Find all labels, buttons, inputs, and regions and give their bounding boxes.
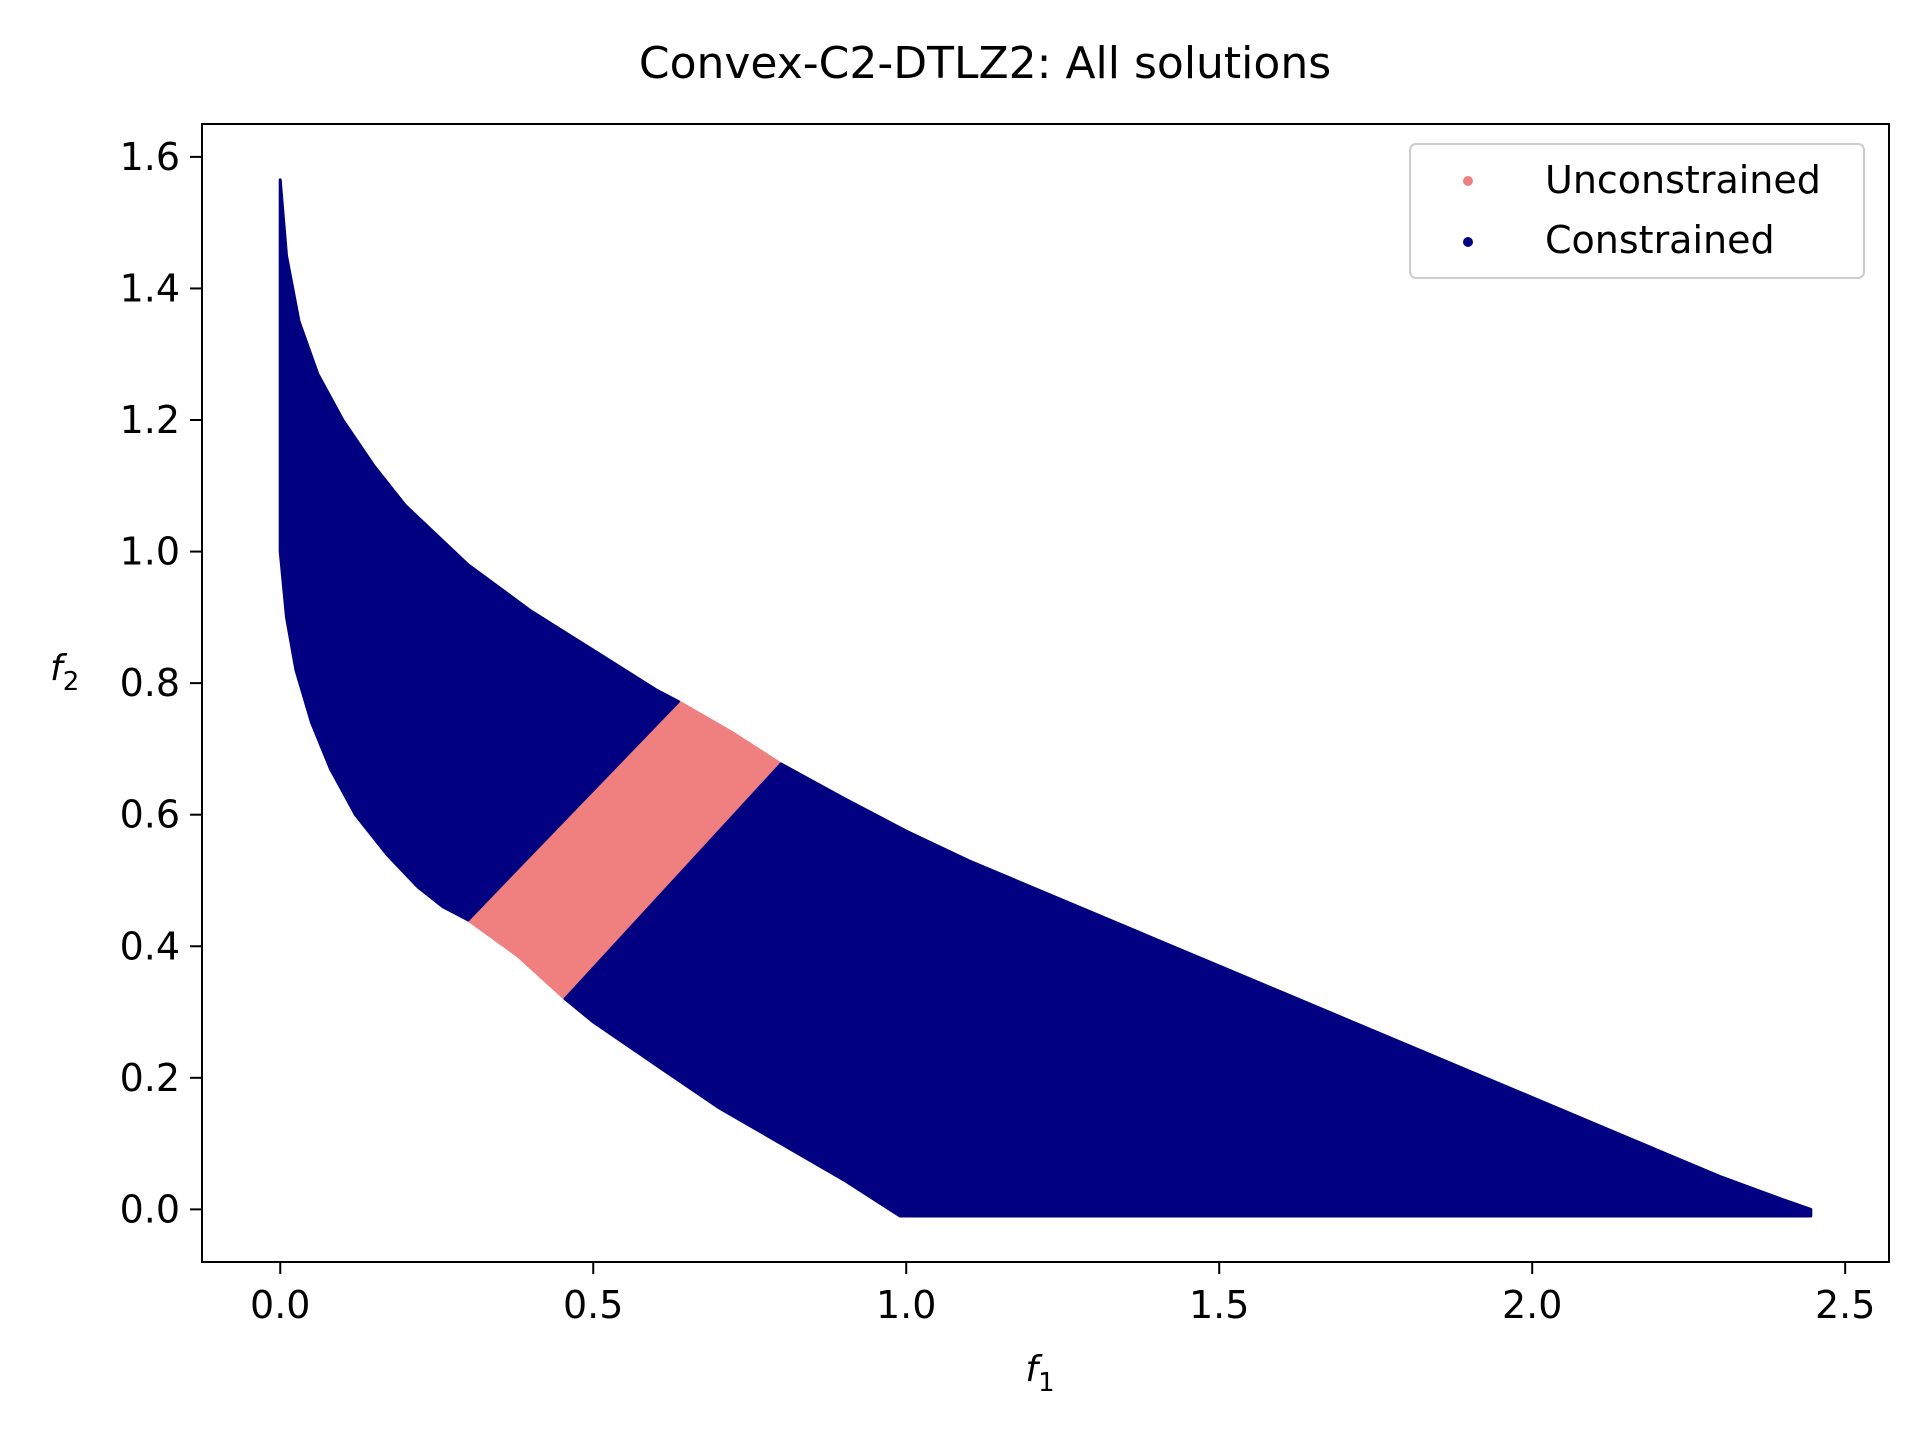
y-tick-label: 1.6 [120,135,180,179]
x-tick-label: 0.0 [250,1283,310,1327]
y-axis-ticks: 0.0 0.2 0.4 0.6 0.8 1.0 1.2 1.4 1.6 [120,135,202,1231]
x-tick-label: 1.0 [876,1283,936,1327]
x-tick-label: 2.0 [1502,1283,1562,1327]
y-axis-label: f2 [50,648,79,697]
legend-marker-constrained [1463,237,1473,247]
x-tick-label: 2.5 [1815,1283,1875,1327]
legend-marker-unconstrained [1463,176,1473,186]
x-tick-label: 0.5 [563,1283,623,1327]
plot-frame [201,123,1890,1263]
y-tick-label: 0.4 [120,924,180,968]
y-tick-label: 1.2 [120,398,180,442]
legend-label-constrained: Constrained [1545,218,1775,262]
legend: Unconstrained Constrained [1409,143,1865,279]
x-axis-ticks: 0.0 0.5 1.0 1.5 2.0 2.5 [250,1262,1875,1327]
x-axis-label-sub: 1 [1038,1368,1055,1398]
y-tick-label: 0.6 [120,793,180,837]
y-tick-label: 1.0 [120,530,180,574]
scatter-region-constrained-1 [278,178,680,922]
chart-title: Convex-C2-DTLZ2: All solutions [639,38,1331,89]
y-axis-label-sub: 2 [63,667,80,697]
legend-label-unconstrained: Unconstrained [1545,158,1821,202]
y-tick-label: 0.0 [120,1187,180,1231]
scatter-region-constrained-2 [563,762,1813,1218]
y-tick-label: 0.8 [120,661,180,705]
x-tick-label: 1.5 [1189,1283,1249,1327]
y-tick-label: 1.4 [120,266,180,310]
x-axis-label: f1 [1025,1349,1054,1398]
scatter-regions [278,178,1813,1218]
legend-box [1409,143,1865,279]
y-tick-label: 0.2 [120,1056,180,1100]
